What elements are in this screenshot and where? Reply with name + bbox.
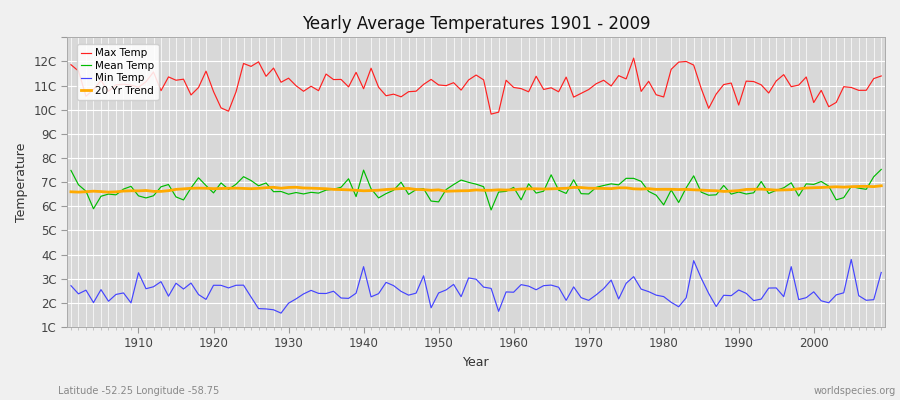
Min Temp xyxy=(66,283,77,288)
Legend: Max Temp, Mean Temp, Min Temp, 20 Yr Trend: Max Temp, Mean Temp, Min Temp, 20 Yr Tre… xyxy=(76,44,158,100)
Min Temp xyxy=(343,296,354,301)
20 Yr Trend xyxy=(66,189,77,194)
Mean Temp xyxy=(291,190,302,195)
Mean Temp xyxy=(516,198,526,202)
Min Temp xyxy=(606,278,616,282)
Mean Temp xyxy=(508,185,519,190)
Max Temp xyxy=(486,112,497,116)
Mean Temp xyxy=(606,182,616,186)
Y-axis label: Temperature: Temperature xyxy=(15,142,28,222)
Max Temp xyxy=(291,83,302,88)
Min Temp xyxy=(298,292,309,296)
20 Yr Trend xyxy=(73,190,84,194)
Mean Temp xyxy=(126,184,137,189)
Mean Temp xyxy=(486,208,497,212)
20 Yr Trend xyxy=(298,186,309,190)
Text: Latitude -52.25 Longitude -58.75: Latitude -52.25 Longitude -58.75 xyxy=(58,386,220,396)
20 Yr Trend xyxy=(343,188,354,192)
Text: worldspecies.org: worldspecies.org xyxy=(814,386,896,396)
Min Temp xyxy=(508,290,519,295)
Max Temp xyxy=(516,86,526,91)
Max Temp xyxy=(66,62,77,67)
Min Temp xyxy=(876,270,886,275)
Max Temp xyxy=(606,84,616,88)
Max Temp xyxy=(876,74,886,78)
Mean Temp xyxy=(876,167,886,172)
Line: 20 Yr Trend: 20 Yr Trend xyxy=(71,186,881,192)
Min Temp xyxy=(126,300,137,305)
Min Temp xyxy=(516,282,526,287)
Mean Temp xyxy=(66,168,77,173)
20 Yr Trend xyxy=(606,186,616,191)
Line: Mean Temp: Mean Temp xyxy=(71,170,881,210)
20 Yr Trend xyxy=(876,183,886,188)
Min Temp xyxy=(846,257,857,262)
X-axis label: Year: Year xyxy=(463,356,490,369)
Title: Yearly Average Temperatures 1901 - 2009: Yearly Average Temperatures 1901 - 2009 xyxy=(302,15,651,33)
20 Yr Trend xyxy=(516,187,526,192)
Mean Temp xyxy=(336,185,346,190)
20 Yr Trend xyxy=(508,187,519,192)
Max Temp xyxy=(508,85,519,90)
Max Temp xyxy=(126,83,137,88)
Max Temp xyxy=(336,77,346,82)
Max Temp xyxy=(628,56,639,60)
Line: Max Temp: Max Temp xyxy=(71,58,881,114)
Min Temp xyxy=(275,311,286,316)
Line: Min Temp: Min Temp xyxy=(71,260,881,313)
20 Yr Trend xyxy=(133,188,144,193)
